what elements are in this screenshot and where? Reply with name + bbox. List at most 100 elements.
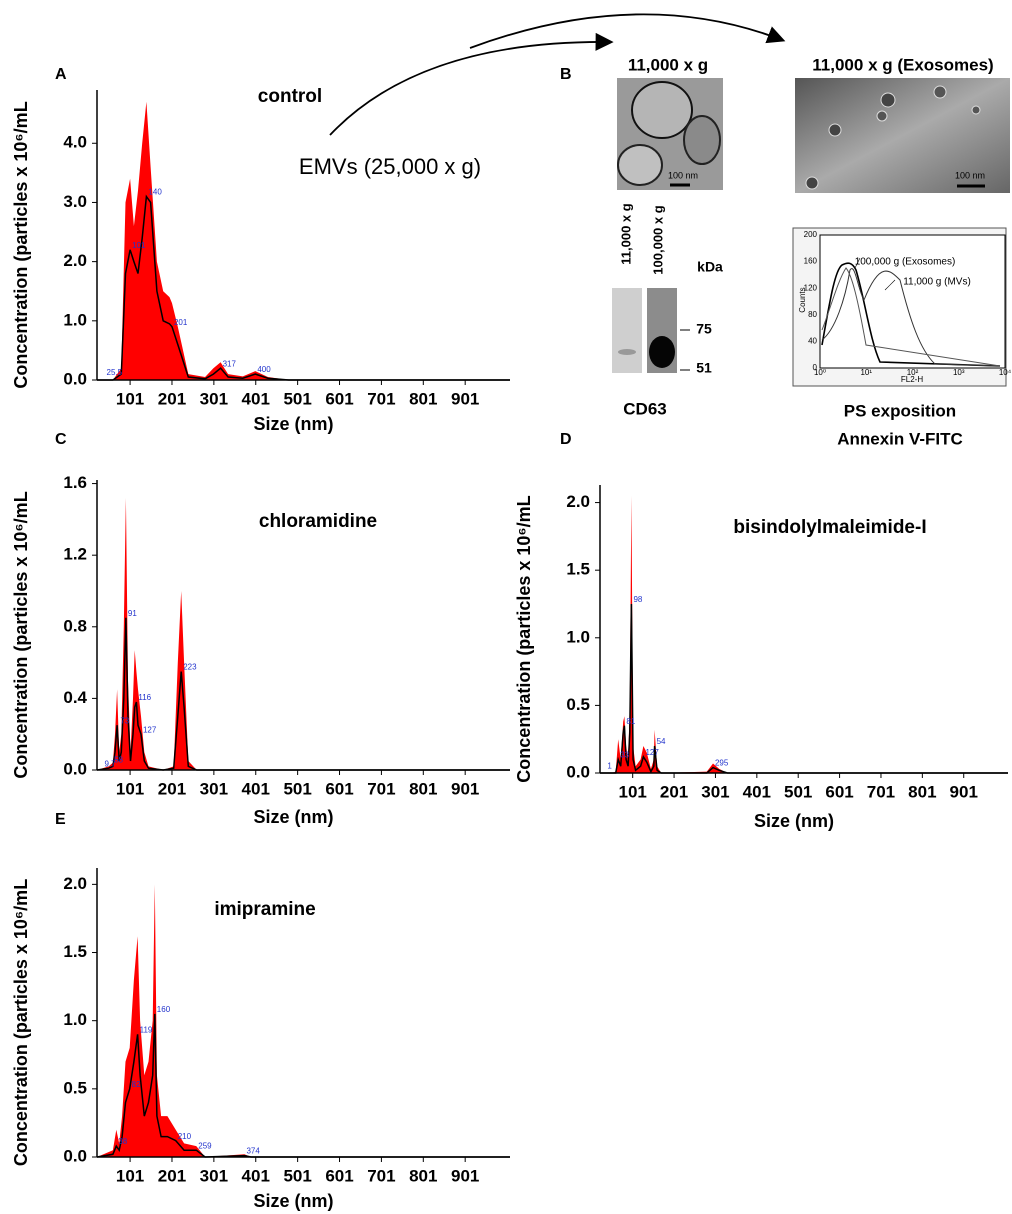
y-tick-label: 2.0 xyxy=(566,492,590,511)
blot-caption: CD63 xyxy=(623,399,666,418)
y-tick-label: 0.8 xyxy=(63,616,87,635)
flow-x-tick: 10⁴ xyxy=(999,368,1012,377)
lane-label: 11,000 x g xyxy=(618,203,633,264)
y-axis-label: Concentration (particles x 10⁶/mL xyxy=(514,495,534,782)
panel-label: C xyxy=(55,431,67,448)
flow-y-tick: 120 xyxy=(804,283,818,292)
peak-label: 101 xyxy=(132,241,146,250)
x-tick-label: 101 xyxy=(619,782,647,801)
panel-label: B xyxy=(560,66,572,83)
y-tick-label: 0.0 xyxy=(63,1146,87,1165)
x-tick-label: 801 xyxy=(409,1166,437,1185)
x-tick-label: 201 xyxy=(158,1166,186,1185)
x-tick-label: 601 xyxy=(325,779,353,798)
flow-caption: PS exposition xyxy=(844,401,956,420)
peak-label: 160 xyxy=(157,1005,171,1014)
peak-label: 140 xyxy=(148,188,162,197)
flow-x-tick: 10⁰ xyxy=(814,368,826,377)
panel-label: E xyxy=(55,811,66,828)
peak-label: 73 xyxy=(120,716,129,725)
y-tick-label: 0.5 xyxy=(63,1078,87,1097)
x-tick-label: 501 xyxy=(283,779,311,798)
x-tick-label: 701 xyxy=(867,782,895,801)
micrograph xyxy=(795,78,1010,193)
y-tick-label: 1.5 xyxy=(566,560,590,579)
peak-label: 210 xyxy=(178,1132,192,1141)
mean-line xyxy=(96,1013,510,1158)
x-axis-label: Size (nm) xyxy=(754,811,834,831)
peak-label: 116 xyxy=(138,693,151,702)
y-tick-label: 2.0 xyxy=(63,874,87,893)
peak-label: 127 xyxy=(645,748,659,757)
y-tick-label: 1.6 xyxy=(63,473,87,492)
x-tick-label: 801 xyxy=(409,389,437,408)
y-tick-label: 1.0 xyxy=(566,627,590,646)
x-tick-label: 101 xyxy=(116,389,144,408)
x-tick-label: 401 xyxy=(242,1166,270,1185)
x-tick-label: 301 xyxy=(200,1166,228,1185)
peak-label: 9.7 xyxy=(104,759,116,768)
x-tick-label: 701 xyxy=(367,1166,395,1185)
peak-label: 82 xyxy=(132,1080,141,1089)
x-tick-label: 901 xyxy=(451,389,479,408)
y-tick-label: 0.0 xyxy=(63,759,87,778)
flow-x-tick: 10¹ xyxy=(860,368,872,377)
y-tick-label: 3.0 xyxy=(63,192,87,211)
arrow xyxy=(469,13,786,49)
x-axis-label: Size (nm) xyxy=(253,807,333,827)
peak-label: 119 xyxy=(140,1025,153,1034)
x-tick-label: 701 xyxy=(367,389,395,408)
peak-label: 98 xyxy=(633,595,642,604)
x-tick-label: 601 xyxy=(325,389,353,408)
peak-label: 259 xyxy=(198,1141,212,1150)
x-tick-label: 301 xyxy=(200,779,228,798)
x-tick-label: 501 xyxy=(784,782,812,801)
peak-label: 223 xyxy=(183,663,197,672)
y-tick-label: 1.5 xyxy=(63,942,87,961)
peak-label: 127 xyxy=(143,725,157,734)
mean-line xyxy=(600,603,1008,774)
x-tick-label: 101 xyxy=(116,1166,144,1185)
y-tick-label: 4.0 xyxy=(63,133,87,152)
scale-bar-label: 100 nm xyxy=(955,170,985,180)
flow-y-label: Counts xyxy=(798,287,807,312)
micrograph xyxy=(617,78,723,190)
x-tick-label: 201 xyxy=(660,782,688,801)
y-tick-label: 0.4 xyxy=(63,688,87,707)
band xyxy=(97,497,510,770)
x-tick-label: 701 xyxy=(367,779,395,798)
flow-x-tick: 10² xyxy=(907,368,919,377)
flow-x-label: FL2-H xyxy=(901,375,923,384)
peak-label: 91 xyxy=(128,609,137,618)
y-axis-label: Concentration (particles x 10⁶/mL xyxy=(11,491,31,778)
flow-caption: Annexin V-FITC xyxy=(837,429,963,448)
y-tick-label: 0.0 xyxy=(566,762,590,781)
peak-label: 1 xyxy=(607,761,612,770)
unit-label: kDa xyxy=(697,259,723,275)
x-tick-label: 401 xyxy=(242,779,270,798)
micrograph-title: 11,000 x g xyxy=(628,55,708,74)
peak-label: 58 xyxy=(114,756,123,765)
x-tick-label: 301 xyxy=(200,389,228,408)
y-tick-label: 1.2 xyxy=(63,545,87,564)
western-blot xyxy=(612,288,690,373)
flow-y-tick: 40 xyxy=(808,337,817,346)
lane-label: 100,000 x g xyxy=(650,205,665,274)
x-tick-label: 901 xyxy=(451,779,479,798)
peak-label: 25.5 xyxy=(107,368,123,377)
x-tick-label: 501 xyxy=(283,1166,311,1185)
x-tick-label: 101 xyxy=(116,779,144,798)
y-axis-label: Concentration (particles x 10⁶/mL xyxy=(11,101,31,388)
peak-label: 374 xyxy=(246,1147,260,1156)
peak-label: 38 xyxy=(118,1137,127,1146)
x-tick-label: 601 xyxy=(325,1166,353,1185)
chart-title: chloramidine xyxy=(259,511,377,532)
band xyxy=(97,884,510,1157)
flow-x-tick: 10³ xyxy=(953,368,965,377)
y-tick-label: 0.0 xyxy=(63,369,87,388)
x-axis-label: Size (nm) xyxy=(253,1191,333,1211)
x-tick-label: 201 xyxy=(158,779,186,798)
peak-label: 33 xyxy=(620,751,629,760)
x-tick-label: 601 xyxy=(825,782,853,801)
